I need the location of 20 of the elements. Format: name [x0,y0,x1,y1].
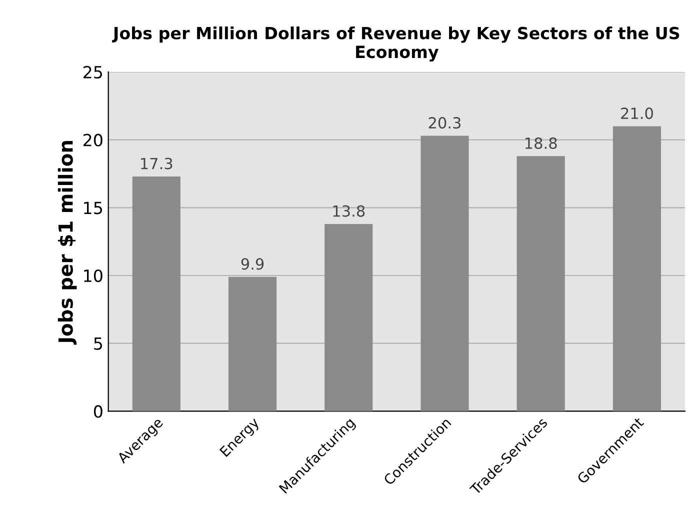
y-tick-label: 15 [84,202,102,214]
data-label: 18.8 [526,137,557,149]
bar [228,276,277,412]
data-label: 20.3 [428,117,461,129]
data-label: 9.9 [241,258,264,270]
chart-title: Jobs per Million Dollars of Revenue by Key Sectors of the US Economy [112,26,680,62]
bar [420,136,469,412]
data-label: 13.8 [333,205,365,217]
bar [516,156,565,412]
data-label: 17.3 [141,158,172,170]
y-tick-label: 5 [94,338,102,350]
bar [324,224,373,412]
y-tick-label: 10 [84,269,102,282]
y-tick-label: 0 [94,405,102,418]
data-label: 21.0 [621,108,653,120]
bar [132,176,180,412]
y-tick-label: 20 [83,134,102,146]
y-tick-label: 25 [83,66,102,79]
bar [612,126,661,412]
y-axis-title: Jobs per $1 million [58,140,77,345]
